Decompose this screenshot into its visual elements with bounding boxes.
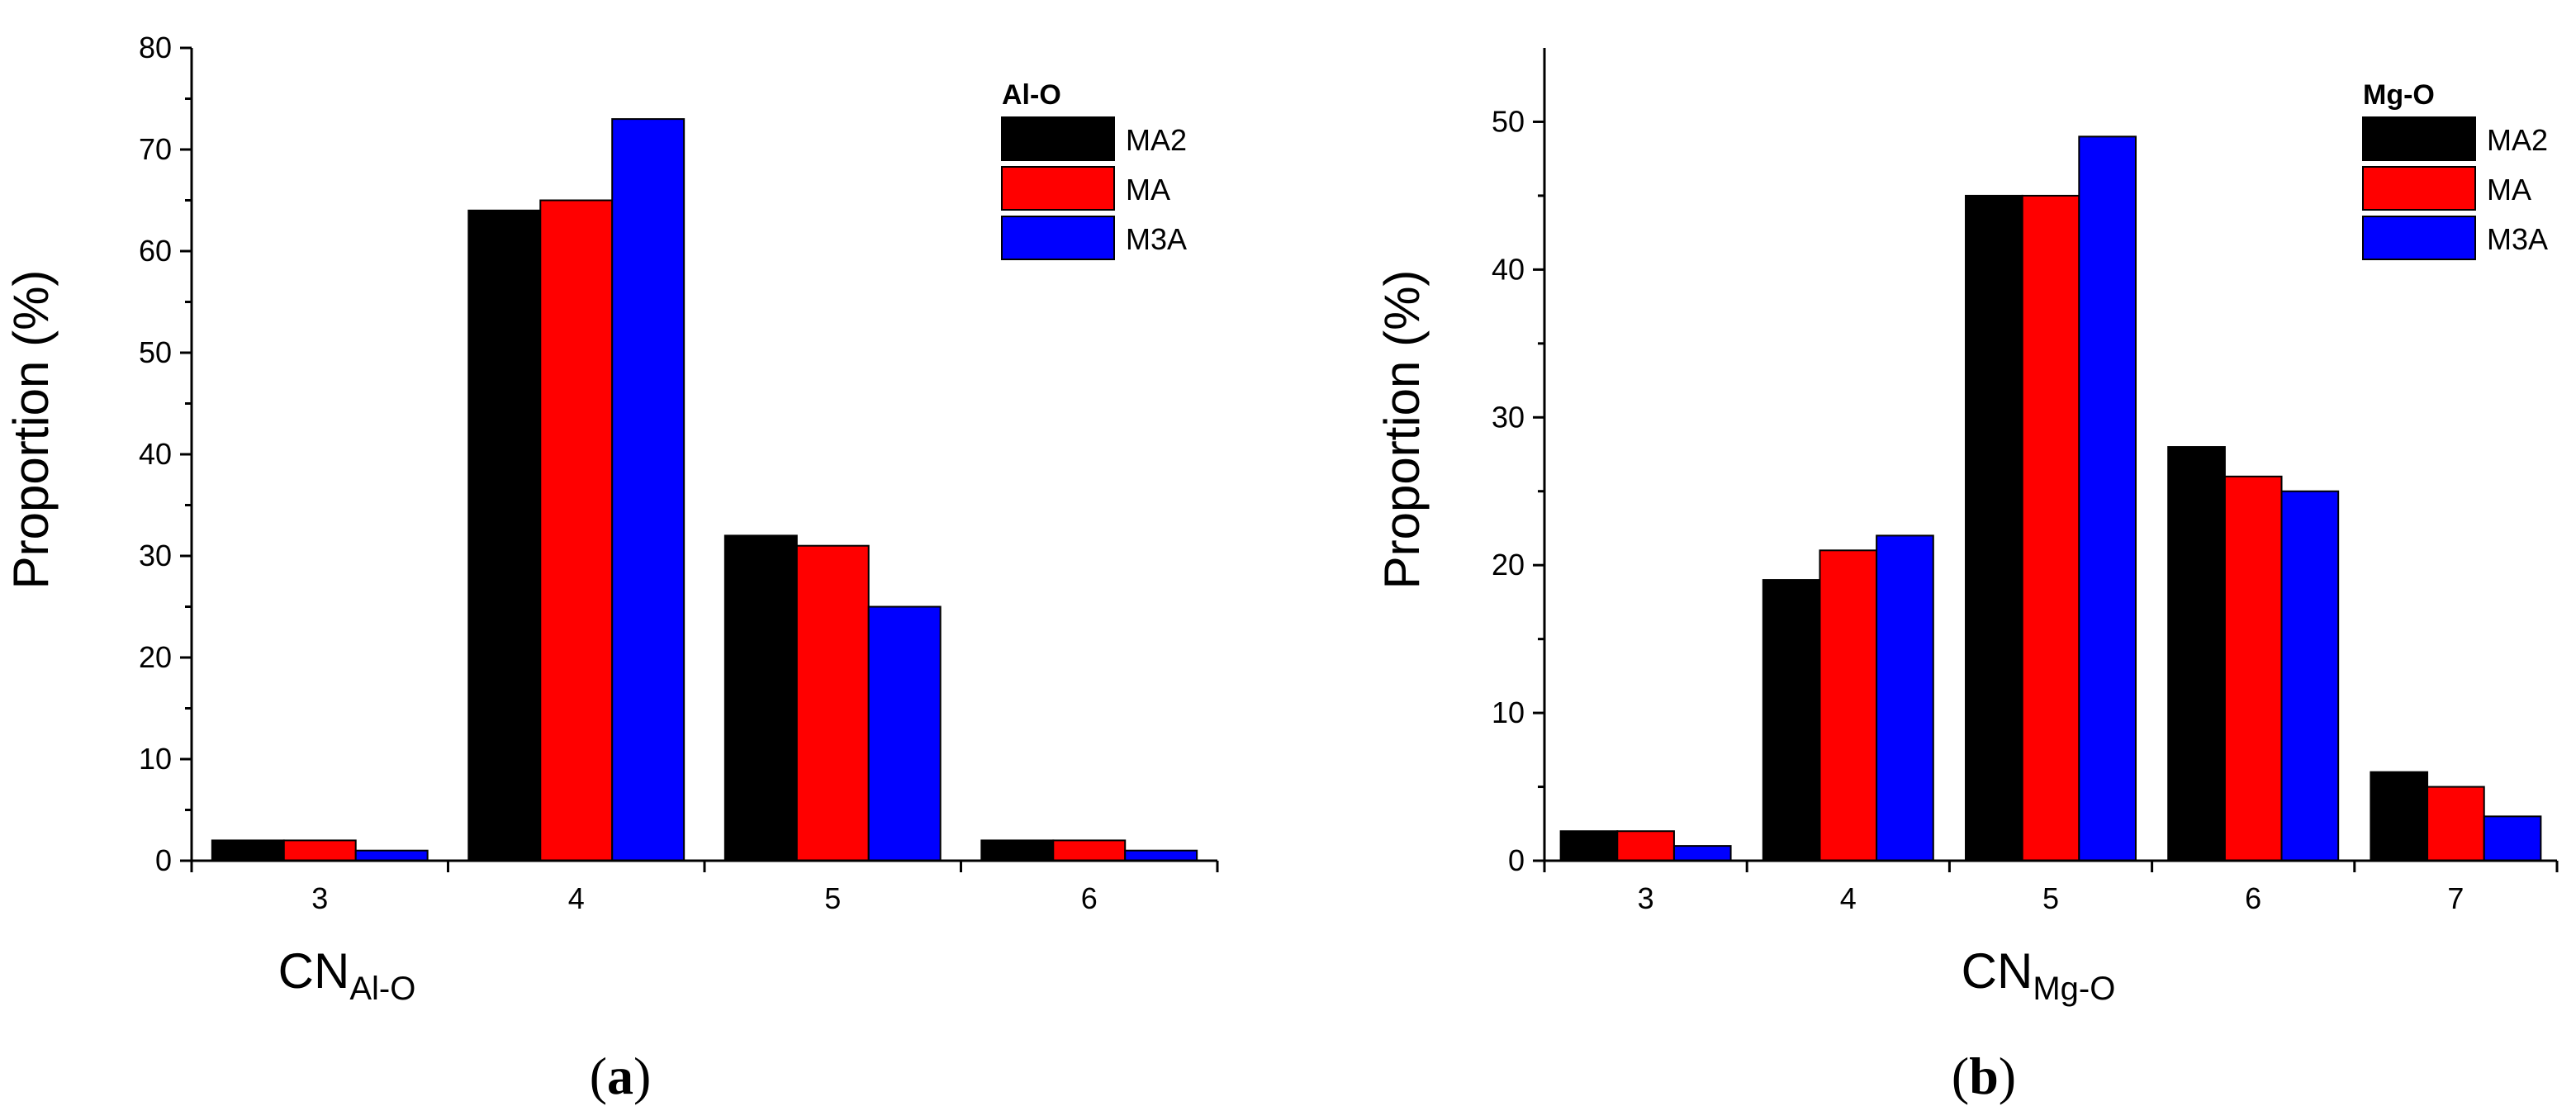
legend-b: Mg-O MA2 MA M3A [2362,79,2548,260]
bar-b-ma-5 [2021,194,2080,862]
bar-b-ma2-6 [2167,446,2226,862]
y-tick-label-b-40: 40 [1492,252,1525,286]
x-tick-label-b-6: 6 [2245,881,2261,915]
legend-swatch-a-ma [1001,166,1115,211]
x-axis-title-a: CNAl-O [278,943,416,1007]
bars-a [211,118,1198,862]
panel-label-a: (a) [590,1047,652,1105]
x-tick-label-a-5: 5 [824,881,841,915]
y-tick-label-b-10: 10 [1492,696,1525,729]
x-tick-label-a-4: 4 [568,881,585,915]
bar-a-m3a-4 [611,118,686,862]
bar-b-ma2-3 [1559,830,1619,862]
y-tick-label-a-80: 80 [139,31,172,64]
y-tick-label-a-20: 20 [139,640,172,674]
bar-b-ma-3 [1616,830,1675,862]
legend-label-b-ma: MA [2487,173,2531,207]
bar-b-ma-7 [2427,786,2485,862]
legend-swatch-b-m3a [2362,216,2476,260]
bar-a-ma-5 [795,544,870,862]
legend-label-a-ma2: MA2 [1126,123,1187,157]
bar-b-m3a-3 [1672,845,1732,862]
legend-swatch-b-ma2 [2362,116,2476,161]
bar-a-ma2-6 [980,839,1055,862]
bar-b-ma2-5 [1965,194,2023,862]
y-tick-label-b-20: 20 [1492,548,1525,582]
legend-label-b-m3a: M3A [2487,222,2548,256]
bars-b [1559,135,2542,862]
legend-label-a-ma: MA [1126,173,1170,207]
x-tick-label-a-6: 6 [1081,881,1098,915]
y-tick-label-a-50: 50 [139,335,172,369]
bar-b-m3a-7 [2483,815,2542,862]
legend-title-a: Al-O [1002,79,1061,111]
bar-b-m3a-5 [2078,135,2137,862]
bar-a-m3a-5 [867,605,942,862]
bar-a-m3a-3 [354,849,429,862]
x-axis-title-sub-a: Al-O [349,971,415,1007]
y-axis-title-a: Proportion (%) [3,270,59,590]
bar-a-ma-3 [282,839,357,862]
x-axis-title-sub-b: Mg-O [2033,971,2115,1007]
legend-label-b-ma2: MA2 [2487,123,2548,157]
x-axis-title-b: CNMg-O [1962,943,2116,1007]
legend-label-a-m3a: M3A [1126,222,1187,256]
y-tick-label-b-50: 50 [1492,104,1525,138]
bar-b-ma-4 [1819,549,1878,862]
y-axis-title-b: Proportion (%) [1374,270,1430,590]
x-tick-label-b-7: 7 [2447,881,2464,915]
x-tick-label-b-4: 4 [1840,881,1857,915]
bar-b-ma2-7 [2370,771,2429,862]
legend-swatch-a-ma2 [1001,116,1115,161]
y-tick-label-b-30: 30 [1492,400,1525,434]
ticks-b: 0 10 20 30 40 50 3 4 5 6 7 [1492,104,2559,915]
x-axis-title-main-a: CN [278,943,350,999]
bar-a-m3a-6 [1124,849,1198,862]
panel-label-b: (b) [1952,1047,2016,1105]
bar-a-ma-6 [1052,839,1127,862]
x-tick-label-a-3: 3 [311,881,328,915]
x-tick-label-b-3: 3 [1638,881,1654,915]
bar-a-ma-4 [539,199,614,862]
bar-a-ma2-3 [211,839,285,862]
axes-b [1543,48,2557,862]
bar-b-ma2-4 [1762,579,1821,862]
y-tick-label-b-0: 0 [1508,843,1525,877]
bar-b-m3a-4 [1876,534,1934,862]
y-tick-label-a-70: 70 [139,132,172,166]
legend-title-b: Mg-O [2363,79,2435,111]
x-axis-title-main-b: CN [1962,943,2033,999]
bar-b-m3a-6 [2280,490,2340,862]
bar-a-ma2-4 [467,209,542,862]
legend-swatch-b-ma [2362,166,2476,211]
bar-a-ma2-5 [723,534,798,862]
y-tick-label-a-40: 40 [139,437,172,471]
y-tick-label-a-30: 30 [139,539,172,572]
y-tick-label-a-10: 10 [139,742,172,776]
legend-a: Al-O MA2 MA M3A [1001,79,1187,260]
ticks-a: 0 10 20 30 40 50 60 70 80 3 4 5 6 [139,31,1219,915]
y-tick-label-a-0: 0 [155,843,172,877]
legend-swatch-a-m3a [1001,216,1115,260]
y-tick-label-a-60: 60 [139,234,172,268]
bar-b-ma-6 [2223,475,2283,862]
x-tick-label-b-5: 5 [2042,881,2059,915]
